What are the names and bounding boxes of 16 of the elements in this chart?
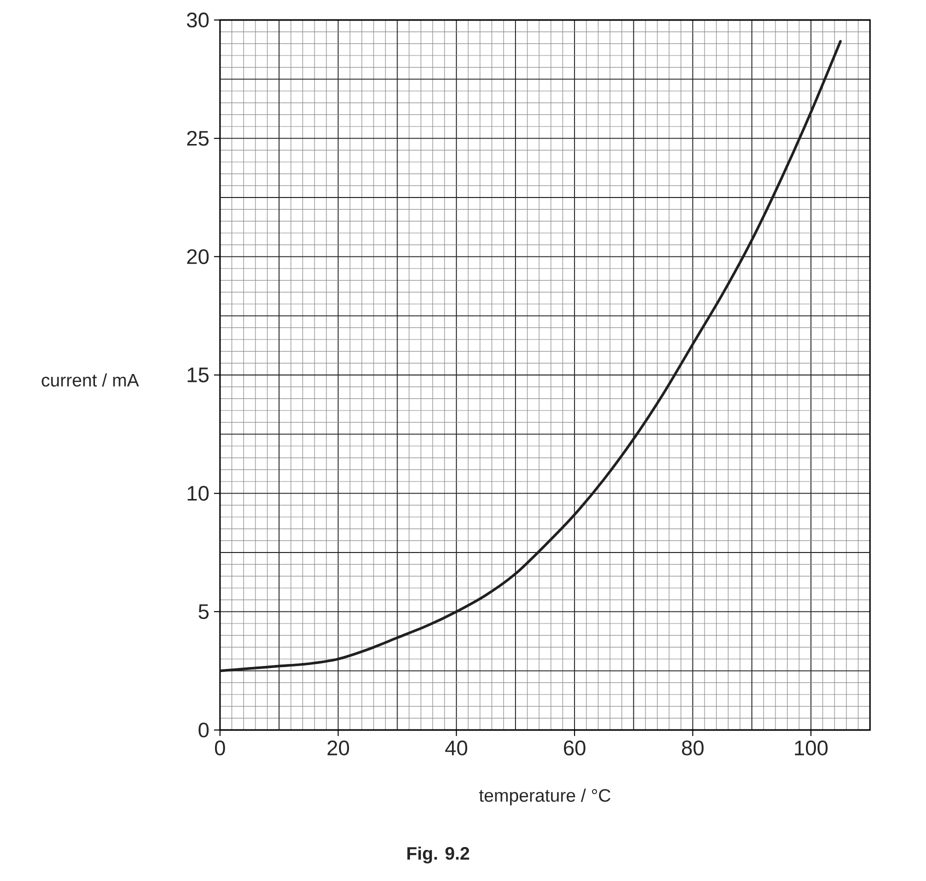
y-tick-label: 15 [188,368,209,382]
y-tick-label: 5 [198,604,209,619]
x-tick-label: 20 [328,740,350,756]
x-tick-label: 40 [445,740,468,756]
y-tick-label: 0 [198,722,209,738]
y-tick-label: 10 [188,486,209,501]
x-tick-label: 80 [682,740,704,756]
x-tick-label: 0 [214,740,226,756]
caption: Fig. 9.2 [407,846,470,864]
x-tick-label: 60 [564,740,586,756]
y-tick-label: 30 [186,12,209,28]
x-axis-title: temperature / °C [479,788,610,806]
y-tick-label: 25 [187,130,209,146]
y-tick-label: 20 [187,249,209,264]
y-axis-title: current / mA [42,373,139,387]
x-tick-label: 100 [795,740,828,756]
